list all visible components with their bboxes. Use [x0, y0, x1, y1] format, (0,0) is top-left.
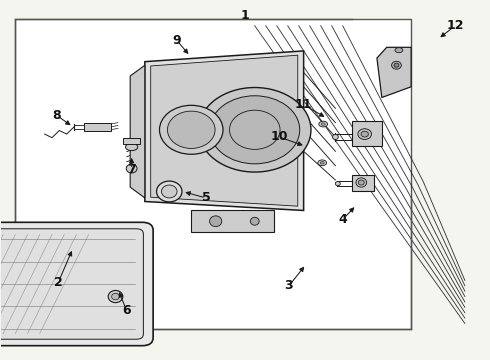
Text: 7: 7	[127, 163, 136, 176]
Ellipse shape	[250, 217, 259, 225]
Ellipse shape	[356, 178, 367, 187]
Ellipse shape	[335, 181, 340, 186]
Ellipse shape	[319, 121, 328, 127]
Polygon shape	[151, 55, 298, 206]
Polygon shape	[145, 51, 304, 211]
Text: 9: 9	[172, 33, 181, 47]
Ellipse shape	[320, 162, 324, 164]
Ellipse shape	[210, 96, 300, 164]
Text: 3: 3	[285, 279, 294, 292]
Text: 10: 10	[270, 130, 288, 144]
Ellipse shape	[395, 48, 403, 53]
Text: 6: 6	[122, 305, 131, 318]
FancyBboxPatch shape	[123, 138, 141, 144]
Text: 2: 2	[54, 276, 63, 289]
Ellipse shape	[168, 111, 215, 148]
Ellipse shape	[157, 181, 182, 202]
Text: 1: 1	[241, 9, 249, 22]
Polygon shape	[351, 175, 373, 191]
Ellipse shape	[159, 105, 223, 154]
Ellipse shape	[358, 180, 364, 185]
Ellipse shape	[126, 164, 137, 173]
Ellipse shape	[358, 129, 371, 139]
FancyBboxPatch shape	[15, 19, 411, 329]
Polygon shape	[191, 211, 274, 232]
Ellipse shape	[361, 131, 368, 137]
FancyBboxPatch shape	[0, 222, 153, 346]
Polygon shape	[352, 121, 382, 146]
Text: 4: 4	[339, 213, 347, 226]
Text: 11: 11	[295, 98, 313, 111]
Ellipse shape	[125, 143, 138, 150]
Text: 8: 8	[52, 109, 61, 122]
Polygon shape	[130, 65, 145, 198]
Text: 12: 12	[446, 19, 464, 32]
Polygon shape	[84, 123, 111, 131]
Ellipse shape	[318, 160, 327, 166]
Ellipse shape	[210, 216, 222, 226]
FancyBboxPatch shape	[0, 229, 144, 339]
Polygon shape	[377, 47, 411, 98]
Ellipse shape	[108, 291, 123, 303]
Ellipse shape	[321, 123, 325, 125]
Ellipse shape	[112, 293, 120, 300]
Ellipse shape	[332, 134, 338, 139]
Text: 5: 5	[201, 192, 210, 204]
Ellipse shape	[394, 63, 399, 67]
Ellipse shape	[392, 61, 401, 69]
Ellipse shape	[161, 185, 177, 198]
Ellipse shape	[198, 87, 311, 172]
